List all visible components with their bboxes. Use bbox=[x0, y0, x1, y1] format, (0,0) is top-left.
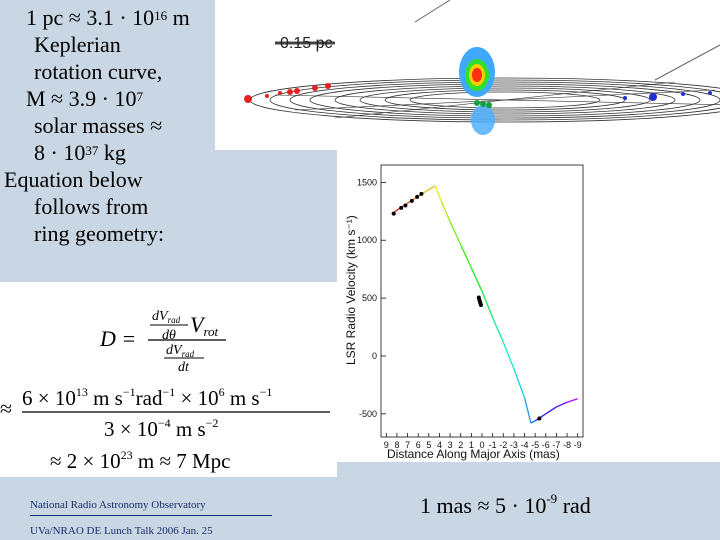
x-tick-label: 5 bbox=[426, 440, 431, 450]
curve-segment bbox=[530, 420, 536, 424]
x-tick-label: -6 bbox=[542, 440, 550, 450]
equation-svg: D = dVrad dθ Vrot dVrad dt ≈ 6 × 1013 m … bbox=[0, 309, 330, 473]
eq-big-numerator: 6 × 1013 m s−1rad−1 × 106 m s−1 bbox=[22, 385, 272, 410]
pointer-line-2 bbox=[654, 44, 720, 81]
curve-segment bbox=[502, 341, 515, 369]
mas-conversion: 1 mas ≈ 5 · 10-9 rad bbox=[420, 491, 591, 518]
redshifted-masers bbox=[244, 83, 331, 103]
x-tick-label: 8 bbox=[394, 440, 399, 450]
mass-line: M ≈ 3.9 · 107 bbox=[26, 86, 143, 111]
kepler-line-1: Keplerian bbox=[34, 32, 121, 57]
numeric-equation: ≈ 6 × 1013 m s−1rad−1 × 106 m s−1 3 × 10… bbox=[0, 385, 330, 473]
blueshifted-masers bbox=[623, 91, 712, 101]
y-tick-label: 1000 bbox=[357, 235, 377, 245]
x-tick-label: -4 bbox=[521, 440, 529, 450]
curve-segment bbox=[460, 244, 472, 269]
data-point bbox=[399, 205, 404, 210]
y-tick-label: 0 bbox=[372, 351, 377, 361]
data-point bbox=[403, 203, 408, 208]
disk-spokes bbox=[274, 81, 720, 119]
y-axis-label: LSR Radio Velocity (km s⁻¹) bbox=[344, 215, 358, 365]
eq-big-denominator: 3 × 10−4 m s−2 bbox=[104, 416, 218, 441]
sidebar-text: 1 pc ≈ 3.1 · 1016 m Keplerian rotation c… bbox=[4, 4, 214, 247]
rotation-curve-panel: LSR Radio Velocity (km s⁻¹) Distance Alo… bbox=[337, 150, 720, 462]
curve-segment bbox=[566, 398, 578, 403]
x-tick-label: -5 bbox=[531, 440, 539, 450]
maser-emission-red bbox=[472, 68, 482, 82]
curve-segment bbox=[556, 401, 568, 408]
x-tick-label: -9 bbox=[574, 440, 582, 450]
kg-line: 8 · 1037 kg bbox=[34, 140, 126, 165]
x-tick-label: 1 bbox=[469, 440, 474, 450]
equation-intro-2: follows from bbox=[34, 194, 149, 219]
curve-segment bbox=[523, 397, 532, 424]
data-point bbox=[409, 198, 414, 203]
curve-segment bbox=[449, 221, 462, 246]
x-tick-label: -3 bbox=[510, 440, 518, 450]
x-tick-label: 3 bbox=[448, 440, 453, 450]
footer-talk: UVa/NRAO DE Lunch Talk 2006 Jan. 25 bbox=[30, 525, 213, 537]
x-tick-label: 6 bbox=[416, 440, 421, 450]
curve-segment bbox=[513, 368, 526, 398]
curve-segment bbox=[423, 185, 436, 194]
data-point bbox=[415, 194, 420, 199]
systemic-masers bbox=[474, 100, 492, 108]
maser-emission-lower bbox=[471, 105, 495, 135]
eq-vrot: Vrot bbox=[190, 312, 219, 339]
equation-intro-1: Equation below bbox=[4, 167, 143, 192]
x-tick-label: 9 bbox=[384, 440, 389, 450]
eq-denominator-top: dVrad bbox=[166, 343, 195, 359]
x-tick-label: 4 bbox=[437, 440, 442, 450]
x-tick-label: -1 bbox=[489, 440, 497, 450]
eq-numerator-top: dVrad bbox=[152, 309, 181, 325]
x-tick-label: -2 bbox=[499, 440, 507, 450]
chart-frame bbox=[380, 164, 584, 438]
eq-result: ≈ 2 × 1023 m ≈ 7 Mpc bbox=[50, 448, 230, 473]
x-tick-label: 2 bbox=[458, 440, 463, 450]
y-tick-label: 1500 bbox=[357, 177, 377, 187]
curve-segment bbox=[470, 267, 483, 292]
distance-equation: D = dVrad dθ Vrot dVrad dt bbox=[99, 309, 226, 375]
data-point bbox=[391, 211, 396, 216]
rotation-curve-chart: LSR Radio Velocity (km s⁻¹) Distance Alo… bbox=[344, 164, 584, 461]
x-tick-label: -8 bbox=[563, 440, 571, 450]
eq-numerator-bottom: dθ bbox=[162, 328, 176, 343]
data-point bbox=[419, 191, 424, 196]
curve-segment bbox=[492, 317, 504, 343]
kepler-line-2: rotation curve, bbox=[34, 59, 163, 84]
footer-divider bbox=[30, 515, 272, 516]
eq-denominator-bottom: dt bbox=[178, 360, 190, 375]
curve-segment bbox=[441, 201, 451, 222]
y-tick-label: -500 bbox=[359, 409, 377, 419]
footer-org: National Radio Astronomy Observatory bbox=[30, 499, 206, 511]
data-point bbox=[537, 416, 542, 421]
disk-diagram: 0.15 pc bbox=[244, 0, 720, 135]
disk-image-panel: 0.15 pc bbox=[215, 0, 720, 150]
eq-approx: ≈ bbox=[0, 396, 12, 421]
curve-segment bbox=[434, 185, 443, 203]
x-axis-label: Distance Along Major Axis (mas) bbox=[387, 447, 560, 461]
data-point bbox=[478, 303, 483, 308]
equation-intro-3: ring geometry: bbox=[34, 221, 165, 246]
equation-panel: D = dVrad dθ Vrot dVrad dt ≈ 6 × 1013 m … bbox=[0, 282, 337, 477]
eq-D: D = bbox=[99, 326, 136, 351]
y-tick-label: 500 bbox=[362, 293, 377, 303]
curve-segment bbox=[545, 406, 557, 415]
solar-masses-line: solar masses ≈ bbox=[34, 113, 163, 138]
x-tick-label: 0 bbox=[479, 440, 484, 450]
pointer-line-1 bbox=[414, 0, 451, 23]
parsec-conversion: 1 pc ≈ 3.1 · 1016 m bbox=[26, 5, 190, 30]
x-tick-label: -7 bbox=[552, 440, 560, 450]
curve-segment bbox=[481, 290, 494, 319]
x-tick-label: 7 bbox=[405, 440, 410, 450]
scale-label: 0.15 pc bbox=[280, 35, 332, 52]
